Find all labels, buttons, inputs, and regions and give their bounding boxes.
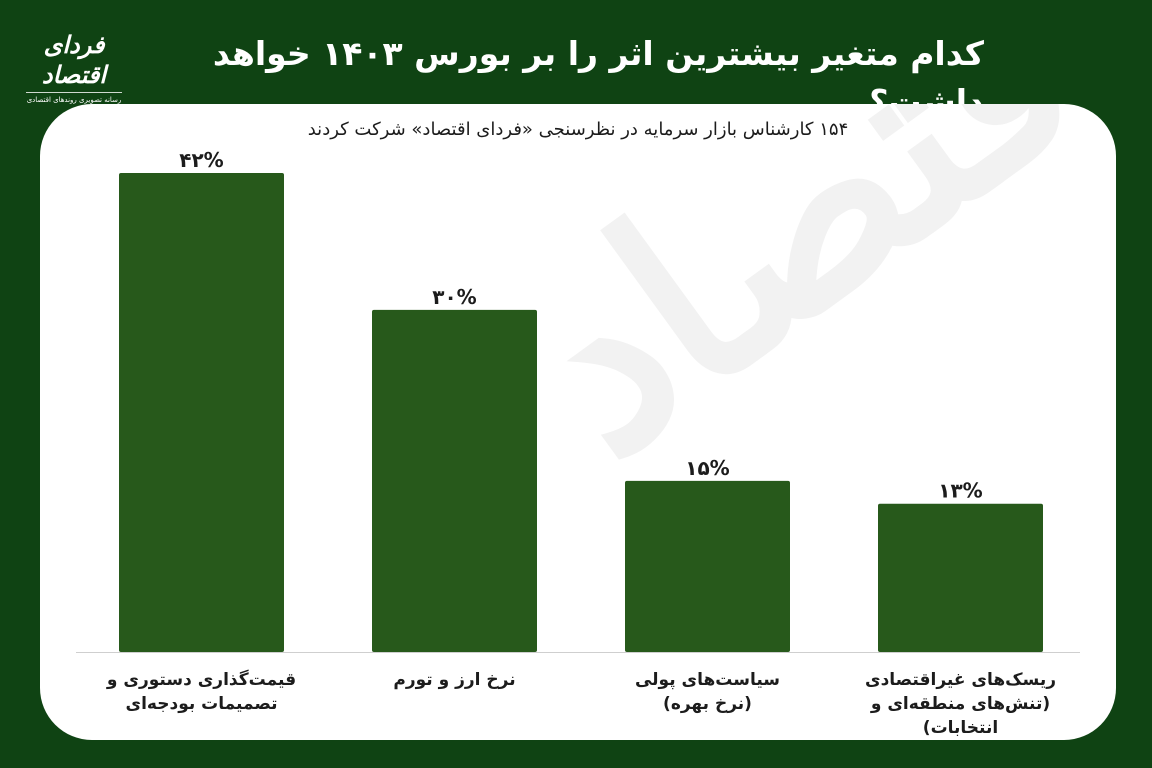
category-label: سیاست‌های پولی (نرخ بهره) xyxy=(588,668,828,716)
bar xyxy=(119,173,284,652)
category-label-line: (نرخ بهره) xyxy=(663,694,752,714)
brand-logo: فردای اقتصاد رسانه تصویری روندهای اقتصاد… xyxy=(22,30,126,104)
bar xyxy=(372,309,537,652)
bar-value-label: ۳۰% xyxy=(432,285,476,309)
chart-card: فردای اقتصاد ۱۵۴ کارشناس بازار سرمایه در… xyxy=(40,104,1116,740)
bar-value-label: ۱۳% xyxy=(938,479,982,503)
bar-value-label: ۱۵% xyxy=(685,456,729,480)
bar xyxy=(625,480,790,652)
category-label-line: تصمیمات بودجه‌ای xyxy=(125,694,278,714)
logo-tagline: رسانه تصویری روندهای اقتصادی xyxy=(26,96,122,104)
category-label: ریسک‌های غیراقتصادی (تنش‌های منطقه‌ای و ا… xyxy=(841,668,1081,740)
bar-chart: ۴۲% ۳۰% ۱۵% ۱۳% xyxy=(76,148,1080,653)
bar xyxy=(878,503,1043,652)
chart-subtitle: ۱۵۴ کارشناس بازار سرمایه در نظرسنجی «فرد… xyxy=(307,119,849,140)
category-label: نرخ ارز و تورم xyxy=(335,668,575,692)
category-label-line: (تنش‌های منطقه‌ای و انتخابات) xyxy=(870,694,1051,738)
category-label-line: قیمت‌گذاری دستوری و xyxy=(106,670,297,690)
category-label-line: ریسک‌های غیراقتصادی xyxy=(864,670,1056,690)
logo-text: فردای اقتصاد xyxy=(41,30,107,89)
category-label: قیمت‌گذاری دستوری و تصمیمات بودجه‌ای xyxy=(82,668,322,716)
logo-divider xyxy=(26,92,122,93)
category-label-line: سیاست‌های پولی xyxy=(634,670,781,690)
category-label-line: نرخ ارز و تورم xyxy=(393,670,516,690)
bar-value-label: ۴۲% xyxy=(179,148,223,172)
